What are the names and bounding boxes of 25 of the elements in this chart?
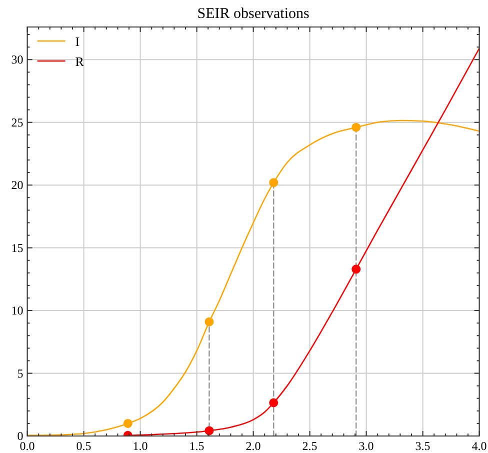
x-tick-label: 3.5 bbox=[415, 439, 430, 453]
x-tick-label: 4.0 bbox=[472, 439, 487, 453]
point bbox=[352, 264, 361, 274]
point bbox=[204, 426, 214, 436]
point bbox=[352, 122, 361, 132]
y-tick-label: 25 bbox=[11, 115, 24, 130]
x-tick-label: 3.0 bbox=[358, 439, 374, 453]
x-tick-label: 1.5 bbox=[189, 439, 204, 453]
y-tick-label: 15 bbox=[11, 240, 24, 255]
x-tick-label: 1.0 bbox=[132, 439, 148, 453]
x-tick-label: 2.0 bbox=[246, 439, 261, 453]
legend-label: I bbox=[75, 34, 80, 49]
chart-title: SEIR observations bbox=[197, 6, 310, 22]
line-series bbox=[27, 120, 480, 436]
y-tick-label: 20 bbox=[11, 178, 24, 192]
legend-label: R bbox=[75, 54, 84, 69]
y-tick-label: 10 bbox=[11, 304, 24, 318]
point bbox=[123, 418, 132, 428]
point bbox=[269, 178, 278, 188]
y-tick-label: 5 bbox=[17, 366, 24, 380]
x-tick-label: 2.5 bbox=[302, 439, 318, 453]
y-tick-label: 30 bbox=[11, 52, 24, 67]
point bbox=[269, 398, 278, 408]
x-tick-label: 0.5 bbox=[76, 439, 92, 453]
point bbox=[204, 317, 214, 326]
